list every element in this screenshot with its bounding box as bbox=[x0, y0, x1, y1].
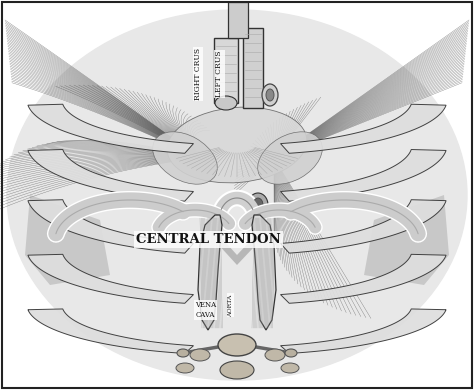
Polygon shape bbox=[28, 104, 193, 153]
Ellipse shape bbox=[7, 10, 467, 380]
FancyBboxPatch shape bbox=[214, 38, 238, 103]
Polygon shape bbox=[281, 254, 446, 303]
Polygon shape bbox=[25, 195, 110, 285]
Polygon shape bbox=[252, 215, 276, 330]
Polygon shape bbox=[28, 149, 193, 201]
Ellipse shape bbox=[265, 349, 285, 361]
Ellipse shape bbox=[190, 349, 210, 361]
Ellipse shape bbox=[220, 361, 254, 379]
Text: LEFT CRUS: LEFT CRUS bbox=[216, 51, 223, 98]
Ellipse shape bbox=[253, 198, 263, 212]
Text: RIGHT CRUS: RIGHT CRUS bbox=[194, 48, 202, 100]
Ellipse shape bbox=[215, 96, 237, 110]
Ellipse shape bbox=[218, 334, 256, 356]
Ellipse shape bbox=[177, 349, 189, 357]
Ellipse shape bbox=[248, 193, 268, 217]
Text: CENTRAL TENDON: CENTRAL TENDON bbox=[136, 233, 281, 246]
Polygon shape bbox=[281, 149, 446, 201]
Ellipse shape bbox=[285, 349, 297, 357]
Polygon shape bbox=[281, 309, 446, 353]
Ellipse shape bbox=[266, 89, 274, 101]
FancyBboxPatch shape bbox=[243, 28, 263, 108]
Ellipse shape bbox=[281, 363, 299, 373]
Ellipse shape bbox=[258, 132, 322, 184]
Ellipse shape bbox=[262, 84, 278, 106]
Polygon shape bbox=[28, 254, 193, 303]
Polygon shape bbox=[281, 200, 446, 253]
FancyBboxPatch shape bbox=[228, 2, 248, 38]
Polygon shape bbox=[281, 104, 446, 153]
Ellipse shape bbox=[167, 107, 307, 183]
Text: AORTA: AORTA bbox=[228, 294, 233, 317]
Polygon shape bbox=[205, 225, 270, 265]
Ellipse shape bbox=[176, 363, 194, 373]
Text: VENA
CAVA: VENA CAVA bbox=[195, 301, 216, 319]
Ellipse shape bbox=[153, 132, 218, 184]
Polygon shape bbox=[364, 195, 449, 285]
Polygon shape bbox=[198, 215, 222, 330]
Polygon shape bbox=[28, 309, 193, 353]
Polygon shape bbox=[28, 200, 193, 253]
